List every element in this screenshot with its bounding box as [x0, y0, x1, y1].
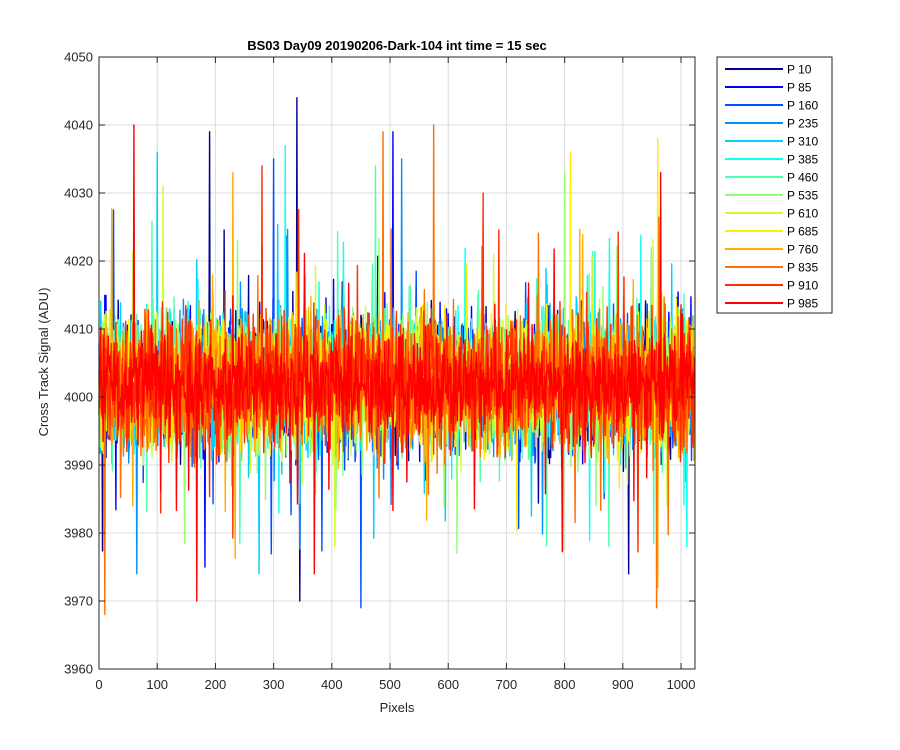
legend-entry-label: P 85 — [787, 81, 812, 95]
x-tick-label: 900 — [612, 677, 634, 692]
legend-entry-label: P 310 — [787, 135, 818, 149]
y-tick-label: 4030 — [64, 186, 93, 201]
axes — [98, 56, 696, 670]
legend-entry-label: P 460 — [787, 171, 818, 185]
y-tick-label: 4040 — [64, 118, 93, 133]
series-line-p-985 — [98, 124, 696, 602]
y-tick-label: 4020 — [64, 254, 93, 269]
y-tick-label: 4010 — [64, 322, 93, 337]
x-tick-label: 700 — [496, 677, 518, 692]
x-tick-label: 100 — [146, 677, 168, 692]
y-tick-label: 3980 — [64, 526, 93, 541]
x-tick-label: 300 — [263, 677, 285, 692]
y-tick-label: 3960 — [64, 662, 93, 677]
legend-box — [716, 56, 833, 314]
legend-entry-label: P 535 — [787, 189, 818, 203]
series-layer — [98, 97, 696, 616]
y-tick-label: 4000 — [64, 390, 93, 405]
y-tick-label: 3970 — [64, 594, 93, 609]
legend-entry-label: P 760 — [787, 243, 818, 257]
legend-entry-label: P 610 — [787, 207, 818, 221]
x-tick-label: 800 — [554, 677, 576, 692]
axes-box — [98, 56, 696, 670]
chart-title: BS03 Day09 20190206-Dark-104 int time = … — [247, 38, 547, 53]
x-tick-label: 500 — [379, 677, 401, 692]
y-tick-label: 3990 — [64, 458, 93, 473]
x-tick-label: 600 — [437, 677, 459, 692]
x-tick-label: 1000 — [667, 677, 696, 692]
y-tick-label: 4050 — [64, 50, 93, 65]
x-tick-label: 200 — [205, 677, 227, 692]
legend: P 10 P 85 P 160 P 235 P 310 P 385 P 460 P 535 P … — [716, 56, 833, 314]
x-axis-label: Pixels — [380, 700, 415, 715]
tick-labels: 0 100 200 300 400 500 600 700 800 900 1000 3960 3970… — [64, 50, 695, 693]
series-line-p-910 — [98, 165, 696, 553]
legend-entry-label: P 835 — [787, 261, 818, 275]
legend-entry-label: P 985 — [787, 297, 818, 311]
legend-entry-label: P 235 — [787, 117, 818, 131]
y-axis-label: Cross Track Signal (ADU) — [36, 288, 51, 437]
legend-entry-label: P 385 — [787, 153, 818, 167]
legend-entry-label: P 910 — [787, 279, 818, 293]
legend-entry-label: P 10 — [787, 63, 812, 77]
x-tick-label: 400 — [321, 677, 343, 692]
legend-entry-label: P 160 — [787, 99, 818, 113]
x-tick-label: 0 — [95, 677, 102, 692]
legend-entry-label: P 685 — [787, 225, 818, 239]
